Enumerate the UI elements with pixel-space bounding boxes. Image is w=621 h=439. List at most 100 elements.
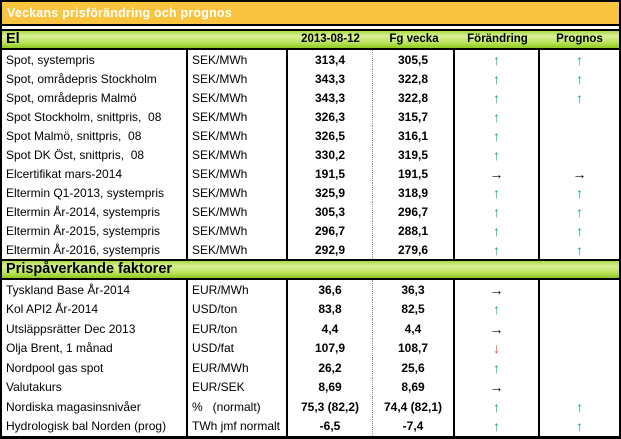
forecast-cell: ↑ — [540, 88, 619, 107]
forecast-cell — [540, 339, 619, 359]
row-label: Kol API2 År-2014 — [2, 299, 188, 319]
table-row: Hydrologisk bal Norden (prog) TWh jmf nor… — [2, 416, 619, 437]
forecast-cell: ↑ — [540, 221, 619, 240]
forecast-cell — [540, 126, 619, 145]
column-header-change: Förändring — [467, 33, 528, 45]
up-arrow-icon: ↑ — [576, 184, 583, 201]
divider — [2, 26, 619, 29]
right-arrow-icon: → — [489, 379, 504, 396]
row-unit: SEK/MWh — [188, 202, 288, 221]
forecast-cell: ↑ — [540, 240, 619, 259]
table-row: Elcertifikat mars-2014 SEK/MWh 191,5 191,5 →… — [2, 164, 619, 183]
change-cell: ↑ — [455, 240, 540, 259]
change-cell: ↑ — [455, 358, 540, 378]
table-row: Valutakurs EUR/SEK 8,69 8,69 → — [2, 377, 619, 397]
table-row: Eltermin Q1-2013, systempris SEK/MWh 325,9… — [2, 183, 619, 202]
value-previous-week: 319,5 — [373, 145, 455, 164]
forecast-cell — [540, 358, 619, 378]
forecast-cell: ↑ — [540, 69, 619, 88]
value-previous-week: 296,7 — [373, 202, 455, 221]
report-title: Veckans prisförändring och prognos — [7, 6, 232, 20]
up-arrow-icon: ↑ — [576, 89, 583, 106]
forecast-cell: ↑ — [540, 397, 619, 417]
up-arrow-icon: ↑ — [493, 146, 500, 163]
up-arrow-icon: ↑ — [576, 222, 583, 239]
up-arrow-icon: ↑ — [576, 70, 583, 87]
up-arrow-icon: ↑ — [576, 241, 583, 258]
up-arrow-icon: ↑ — [493, 127, 500, 144]
value-previous-week: 8,69 — [373, 377, 455, 397]
value-previous-week: 279,6 — [373, 240, 455, 259]
forecast-cell: ↑ — [540, 417, 619, 437]
value-current-week: 4,4 — [288, 319, 373, 339]
forecast-cell — [540, 145, 619, 164]
table-row: Spot Stockholm, snittpris, 08 SEK/MWh 326,… — [2, 107, 619, 126]
row-label: Utsläppsrätter Dec 2013 — [2, 319, 188, 339]
section-bar-el: El 2013-08-12 Fg vecka Förändring Progno… — [2, 29, 619, 50]
up-arrow-icon: ↑ — [493, 203, 500, 220]
column-header-forecast: Prognos — [556, 33, 603, 45]
forecast-cell: ↑ — [540, 183, 619, 202]
row-label: Eltermin Q1-2013, systempris — [2, 183, 188, 202]
table-row: Tyskland Base År-2014 EUR/MWh 36,6 36,3 → — [2, 280, 619, 300]
value-previous-week: 288,1 — [373, 221, 455, 240]
value-previous-week: 108,7 — [373, 338, 455, 358]
change-cell: ↑ — [455, 69, 540, 88]
row-label: Spot Malmö, snittpris, 08 — [2, 126, 188, 145]
table-row: Eltermin År-2016, systempris SEK/MWh 292,9… — [2, 240, 619, 259]
row-label: Olja Brent, 1 månad — [2, 338, 188, 358]
value-current-week: 107,9 — [288, 338, 373, 358]
row-label: Spot, områdepris Malmö — [2, 88, 188, 107]
forecast-cell — [540, 319, 619, 339]
forecast-cell — [540, 300, 619, 320]
change-cell: → — [455, 377, 540, 397]
value-previous-week: 316,1 — [373, 126, 455, 145]
row-label: Nordiska magasinsnivåer — [2, 397, 188, 417]
value-current-week: 75,3 (82,2) — [288, 397, 373, 417]
up-arrow-icon: ↑ — [493, 184, 500, 201]
value-current-week: 83,8 — [288, 299, 373, 319]
change-cell: ↑ — [455, 50, 540, 69]
value-previous-week: 25,6 — [373, 358, 455, 378]
change-cell: ↑ — [455, 107, 540, 126]
row-unit: SEK/MWh — [188, 164, 288, 183]
row-unit: SEK/MWh — [188, 107, 288, 126]
section-label-el: El — [6, 31, 20, 47]
row-label: Spot, systempris — [2, 50, 188, 69]
change-cell: ↑ — [455, 397, 540, 417]
row-unit: SEK/MWh — [188, 221, 288, 240]
column-header-current-date: 2013-08-12 — [301, 33, 360, 45]
section-bar-factors: Prispåverkande faktorer — [2, 259, 619, 280]
value-previous-week: 322,8 — [373, 69, 455, 88]
row-label: Hydrologisk bal Norden (prog) — [2, 416, 188, 436]
table-row: Nordpool gas spot EUR/MWh 26,2 25,6 ↑ — [2, 358, 619, 378]
value-current-week: 26,2 — [288, 358, 373, 378]
row-unit: EUR/ton — [188, 319, 288, 339]
value-previous-week: 82,5 — [373, 299, 455, 319]
right-arrow-icon: → — [489, 165, 504, 182]
table-row: Olja Brent, 1 månad USD/fat 107,9 108,7 ↓ — [2, 338, 619, 359]
up-arrow-icon: ↑ — [493, 301, 500, 318]
row-unit: USD/ton — [188, 299, 288, 319]
table-row: Eltermin År-2014, systempris SEK/MWh 305,3… — [2, 202, 619, 221]
value-current-week: 8,69 — [288, 377, 373, 397]
row-unit: SEK/MWh — [188, 240, 288, 259]
forecast-cell: → — [540, 164, 619, 183]
up-arrow-icon: ↑ — [493, 359, 500, 376]
change-cell: ↓ — [455, 338, 540, 358]
value-current-week: -6,5 — [288, 416, 373, 436]
row-label: Spot Stockholm, snittpris, 08 — [2, 107, 188, 126]
factors-section-rows: Tyskland Base År-2014 EUR/MWh 36,6 36,3 → Kol… — [2, 280, 619, 436]
value-previous-week: 318,9 — [373, 183, 455, 202]
up-arrow-icon: ↑ — [493, 398, 500, 415]
change-cell: → — [455, 319, 540, 339]
value-current-week: 313,4 — [288, 50, 373, 69]
row-unit: TWh jmf normalt — [188, 416, 288, 436]
up-arrow-icon: ↑ — [493, 418, 500, 435]
table-row: Spot, systempris SEK/MWh 313,4 305,5 ↑ ↑ — [2, 50, 619, 69]
up-arrow-icon: ↑ — [576, 398, 583, 415]
value-previous-week: 36,3 — [373, 280, 455, 300]
row-label: Valutakurs — [2, 377, 188, 397]
value-current-week: 326,3 — [288, 107, 373, 126]
